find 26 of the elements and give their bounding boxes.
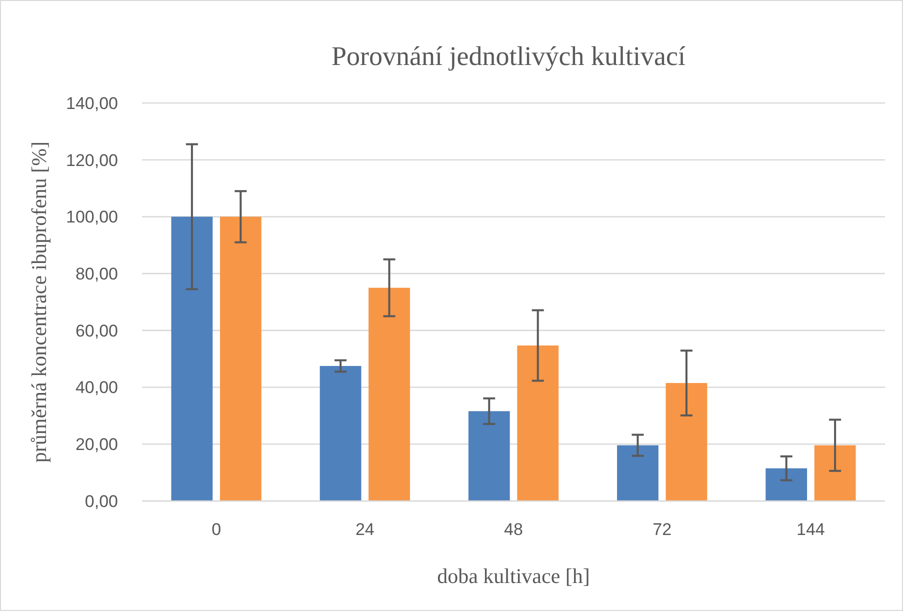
bar bbox=[171, 216, 213, 501]
bar bbox=[617, 445, 658, 501]
bar bbox=[220, 216, 262, 501]
y-tick-label: 20,00 bbox=[75, 435, 118, 454]
bar bbox=[766, 468, 808, 501]
x-tick-label: 24 bbox=[355, 520, 374, 539]
x-tick-label: 48 bbox=[504, 520, 523, 539]
bar bbox=[468, 411, 510, 501]
bar bbox=[517, 345, 559, 501]
x-tick-label: 0 bbox=[212, 520, 222, 539]
x-tick-label: 144 bbox=[796, 520, 825, 539]
y-tick-label: 100,00 bbox=[66, 208, 118, 227]
bar bbox=[320, 366, 362, 501]
bar bbox=[814, 445, 856, 501]
y-tick-label: 0,00 bbox=[84, 492, 118, 511]
y-tick-label: 140,00 bbox=[66, 94, 118, 113]
y-tick-label: 120,00 bbox=[66, 150, 118, 170]
y-tick-label: 60,00 bbox=[75, 321, 118, 340]
x-tick-label: 72 bbox=[652, 520, 672, 539]
bar bbox=[666, 383, 708, 501]
y-tick-label: 40,00 bbox=[75, 378, 118, 398]
y-axis-title: průměrná koncentrace ibuprofenu [%] bbox=[27, 141, 51, 463]
bar bbox=[368, 288, 410, 501]
chart-title: Porovnání jednotlivých kultivací bbox=[332, 41, 686, 71]
y-tick-label: 80,00 bbox=[75, 264, 118, 284]
x-axis-title: doba kultivace [h] bbox=[437, 564, 590, 588]
